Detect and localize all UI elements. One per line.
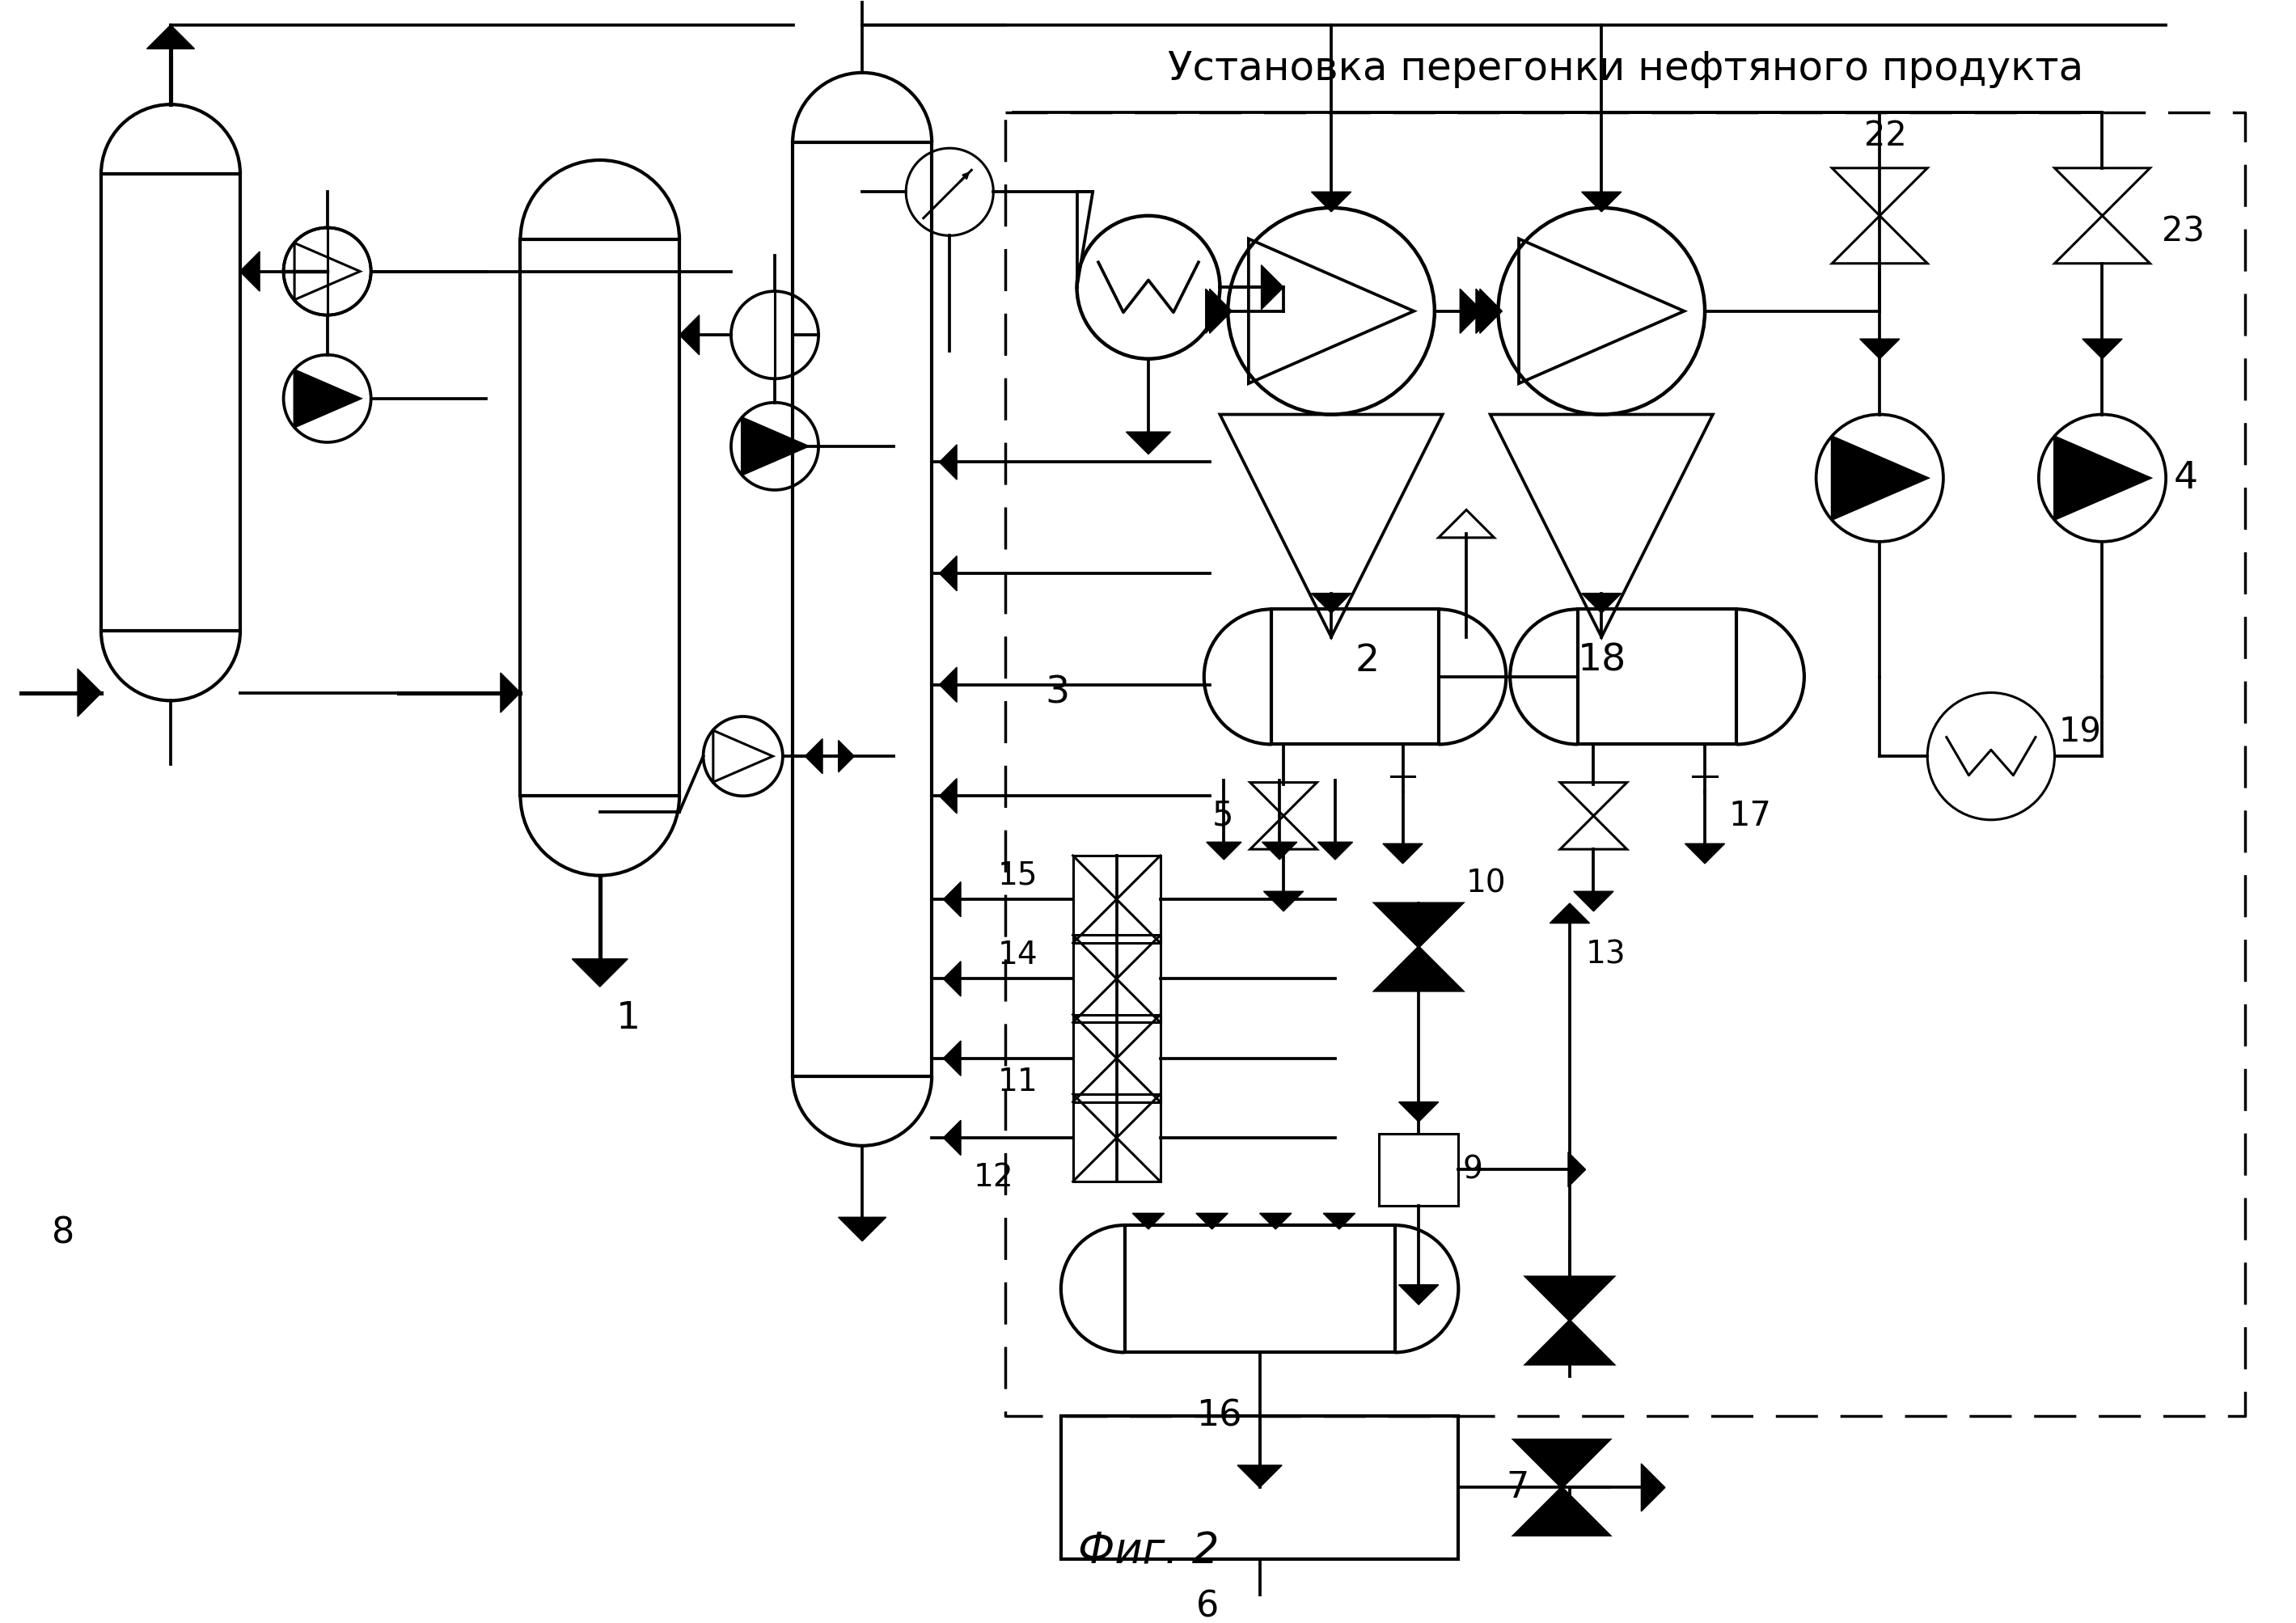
Text: 9: 9 [1463, 1154, 1483, 1185]
Text: 1: 1 [615, 1000, 641, 1037]
Text: 6: 6 [1196, 1589, 1219, 1623]
Polygon shape [1860, 339, 1899, 359]
Polygon shape [1582, 192, 1621, 211]
Text: 13: 13 [1587, 940, 1626, 971]
Polygon shape [1210, 289, 1233, 333]
Polygon shape [939, 445, 957, 480]
Bar [1072, 855, 1159, 943]
Polygon shape [2055, 437, 2149, 519]
Polygon shape [2082, 339, 2122, 359]
Text: 12: 12 [974, 1162, 1013, 1193]
Polygon shape [78, 669, 101, 716]
Polygon shape [1311, 192, 1350, 211]
Polygon shape [1568, 1152, 1587, 1186]
Polygon shape [1476, 289, 1499, 333]
Polygon shape [1322, 1214, 1355, 1229]
Text: 5: 5 [1212, 799, 1233, 833]
Text: 22: 22 [1864, 118, 1906, 153]
Polygon shape [294, 370, 360, 427]
Polygon shape [939, 779, 957, 813]
Polygon shape [838, 1217, 886, 1242]
Bar [1380, 1134, 1458, 1206]
Text: 23: 23 [2163, 214, 2204, 248]
Polygon shape [1125, 432, 1171, 454]
Text: Фиг. 2: Фиг. 2 [1077, 1530, 1219, 1573]
Polygon shape [1642, 1464, 1665, 1511]
Polygon shape [1238, 1466, 1281, 1488]
Polygon shape [1196, 1214, 1228, 1229]
Polygon shape [1318, 842, 1352, 860]
Polygon shape [1205, 289, 1228, 333]
Bar [1072, 1014, 1159, 1102]
Text: 17: 17 [1729, 799, 1773, 833]
Polygon shape [944, 961, 960, 997]
Polygon shape [742, 417, 808, 474]
Polygon shape [1832, 437, 1926, 519]
Polygon shape [1513, 1488, 1609, 1535]
Polygon shape [1527, 1277, 1614, 1321]
Text: 18: 18 [1577, 643, 1626, 678]
Polygon shape [1375, 946, 1463, 990]
Polygon shape [239, 252, 259, 291]
Polygon shape [1132, 1214, 1164, 1229]
Polygon shape [1582, 594, 1621, 613]
Bar [1072, 935, 1159, 1022]
Polygon shape [1481, 289, 1502, 333]
Polygon shape [1398, 1285, 1440, 1305]
Text: 4: 4 [2174, 459, 2197, 497]
Polygon shape [147, 24, 195, 49]
Bar [1061, 1415, 1458, 1560]
Polygon shape [838, 740, 854, 773]
Polygon shape [501, 674, 521, 712]
Polygon shape [1573, 891, 1614, 911]
Text: 11: 11 [996, 1066, 1038, 1097]
Text: 15: 15 [996, 860, 1038, 891]
Text: 16: 16 [1196, 1399, 1242, 1433]
Polygon shape [1513, 1440, 1609, 1488]
Polygon shape [1205, 842, 1242, 860]
Polygon shape [572, 959, 627, 987]
Bar [1072, 1094, 1159, 1182]
Text: 14: 14 [996, 940, 1038, 971]
Polygon shape [939, 667, 957, 703]
Text: 7: 7 [1506, 1470, 1529, 1505]
Polygon shape [944, 1040, 960, 1076]
Polygon shape [1311, 594, 1350, 613]
Polygon shape [1685, 844, 1724, 863]
Polygon shape [1382, 844, 1424, 863]
Polygon shape [1261, 1214, 1290, 1229]
Polygon shape [944, 881, 960, 917]
Polygon shape [944, 1120, 960, 1156]
Text: 19: 19 [2060, 716, 2101, 750]
Text: 3: 3 [1045, 675, 1070, 711]
Polygon shape [1460, 289, 1483, 333]
Text: 2: 2 [1355, 643, 1380, 678]
Text: Установка перегонки нефтяного продукта: Установка перегонки нефтяного продукта [1166, 49, 2082, 88]
Polygon shape [1263, 891, 1304, 911]
Polygon shape [806, 738, 822, 774]
Polygon shape [1398, 1102, 1440, 1121]
Polygon shape [939, 557, 957, 591]
Polygon shape [1527, 1321, 1614, 1365]
Polygon shape [680, 315, 700, 355]
Polygon shape [1550, 904, 1589, 923]
Text: 8: 8 [51, 1216, 73, 1251]
Polygon shape [1375, 904, 1463, 946]
Polygon shape [1261, 265, 1283, 310]
Text: 10: 10 [1467, 868, 1506, 899]
Polygon shape [1263, 842, 1297, 860]
